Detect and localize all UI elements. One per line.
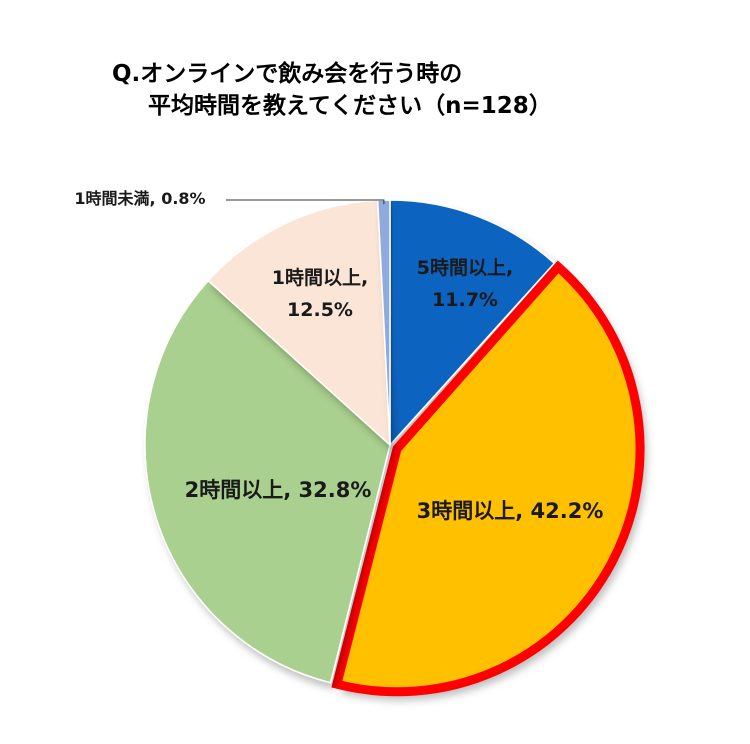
data-label-3時間以上: 3時間以上, 42.2% [417,499,604,523]
chart-title-line-1: Q.オンラインで飲み会を行う時の [112,61,463,87]
data-label-2時間以上: 2時間以上, 32.8% [185,478,372,502]
data-label-1時間未満: 1時間未満, 0.8% [74,189,205,208]
pie-labels: 5時間以上, 11.7% 3時間以上, 42.2% 2時間以上, 32.8% 1時間以上… [74,189,603,523]
chart-title-line-2: 平均時間を教えてください（n=128） [148,93,552,119]
data-label-1時間以上: 1時間以上, 12.5% [272,267,368,321]
highlight-outline [331,260,645,697]
slice-5時間以上 [389,199,556,447]
data-label-5時間以上: 5時間以上, 11.7% [417,257,513,311]
leader-line-1時間未満 [226,199,385,205]
pie-slices [144,199,645,697]
slice-1時間以上 [207,199,391,447]
slice-2時間以上 [144,279,391,684]
